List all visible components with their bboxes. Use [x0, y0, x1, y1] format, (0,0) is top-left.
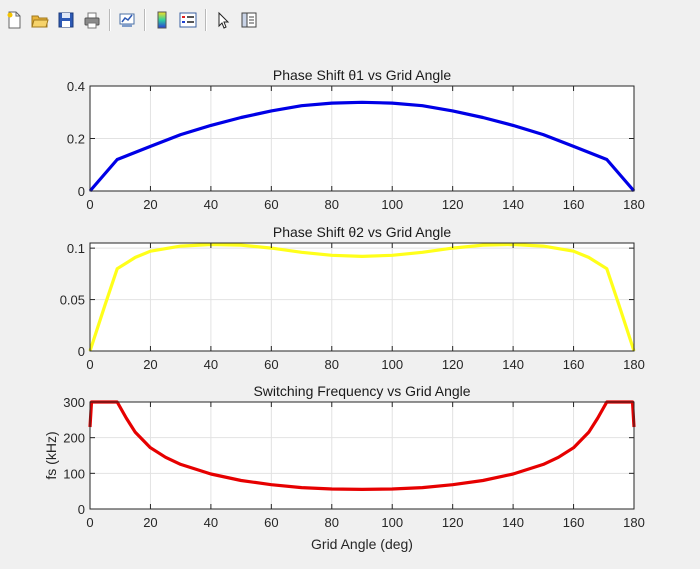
x-tick-label: 100: [381, 357, 403, 372]
y-tick-label: 100: [63, 466, 85, 481]
x-tick-label: 120: [442, 515, 464, 530]
new-figure-button[interactable]: [2, 8, 26, 32]
print-icon: [83, 11, 101, 29]
x-tick-label: 160: [563, 515, 585, 530]
x-tick-label: 20: [143, 197, 157, 212]
x-tick-label: 140: [502, 197, 524, 212]
x-tick-label: 80: [325, 197, 339, 212]
x-tick-label: 80: [325, 515, 339, 530]
axes-box: [89, 401, 635, 510]
print-button[interactable]: [80, 8, 104, 32]
x-tick-label: 120: [442, 357, 464, 372]
subplot-title: Switching Frequency vs Grid Angle: [253, 383, 470, 399]
plot-area: [90, 402, 634, 509]
toolbar-separator: [205, 9, 207, 31]
x-tick-label: 60: [264, 515, 278, 530]
colorbar-icon: [153, 11, 171, 29]
x-tick-label: 180: [623, 515, 645, 530]
x-tick-label: 20: [143, 357, 157, 372]
plot-area: [90, 243, 634, 351]
series-line-1: [88, 400, 636, 491]
subplot-title: Phase Shift θ1 vs Grid Angle: [273, 67, 451, 83]
x-tick-label: 40: [204, 197, 218, 212]
x-tick-label: 60: [264, 357, 278, 372]
save-icon: [57, 11, 75, 29]
y-tick-label: 200: [63, 431, 85, 446]
x-tick-label: 180: [623, 197, 645, 212]
x-tick-label: 120: [442, 197, 464, 212]
x-tick-label: 140: [502, 515, 524, 530]
x-tick-label: 0: [86, 357, 93, 372]
axes-box: [89, 242, 635, 352]
x-tick-label: 100: [381, 197, 403, 212]
open-file-button[interactable]: [28, 8, 52, 32]
y-tick-label: 0: [78, 502, 85, 517]
property-inspector-button[interactable]: [237, 8, 261, 32]
toolbar-separator: [109, 9, 111, 31]
x-tick-label: 140: [502, 357, 524, 372]
pointer-icon: [214, 11, 232, 29]
y-tick-label: 300: [63, 395, 85, 410]
subplot-title: Phase Shift θ2 vs Grid Angle: [273, 224, 451, 240]
figure-canvas: 0 20 40 60 80 100 120 140 160 180 0 0.2 0.4 Phase Shi…: [0, 40, 700, 564]
x-tick-label: 180: [623, 357, 645, 372]
x-tick-label: 40: [204, 357, 218, 372]
x-tick-label: 0: [86, 515, 93, 530]
x-tick-label: 20: [143, 515, 157, 530]
series-line-1: [88, 100, 636, 193]
save-button[interactable]: [54, 8, 78, 32]
legend-icon: [179, 11, 197, 29]
colorbar-button[interactable]: [150, 8, 174, 32]
series-line-1: [88, 242, 636, 352]
x-tick-label: 80: [325, 357, 339, 372]
figure-toolbar: [0, 0, 700, 40]
y-tick-label: 0: [78, 344, 85, 359]
y-axis-label: fs (kHz): [43, 431, 59, 479]
subplot-1: 0 20 40 60 80 100 120 140 160 180 0 0.2 0.4 Phase Shi…: [67, 67, 645, 212]
x-tick-label: 100: [381, 515, 403, 530]
x-tick-label: 60: [264, 197, 278, 212]
pointer-button[interactable]: [211, 8, 235, 32]
toolbar-separator: [144, 9, 146, 31]
x-tick-label: 40: [204, 515, 218, 530]
open-file-icon: [31, 11, 49, 29]
y-tick-label: 0: [78, 184, 85, 199]
link-plot-button[interactable]: [115, 8, 139, 32]
y-tick-label: 0.4: [67, 79, 85, 94]
x-axis-label: Grid Angle (deg): [311, 536, 413, 552]
x-tick-label: 160: [563, 197, 585, 212]
subplot-2: 0 20 40 60 80 100 120 140 160 180 0 0.05 0.1 Phase Sh…: [60, 224, 645, 372]
subplot-3: 0 20 40 60 80 100 120 140 160 180 0 100 200 300 Switch…: [43, 383, 645, 552]
y-tick-label: 0.1: [67, 241, 85, 256]
y-tick-label: 0.2: [67, 132, 85, 147]
x-tick-label: 160: [563, 357, 585, 372]
x-tick-label: 0: [86, 197, 93, 212]
legend-button[interactable]: [176, 8, 200, 32]
subplot-figure: 0 20 40 60 80 100 120 140 160 180 0 0.2 0.4 Phase Shi…: [43, 67, 645, 552]
y-tick-label: 0.05: [60, 293, 85, 308]
property-inspector-icon: [240, 11, 258, 29]
new-figure-icon: [5, 11, 23, 29]
link-plot-icon: [118, 11, 136, 29]
